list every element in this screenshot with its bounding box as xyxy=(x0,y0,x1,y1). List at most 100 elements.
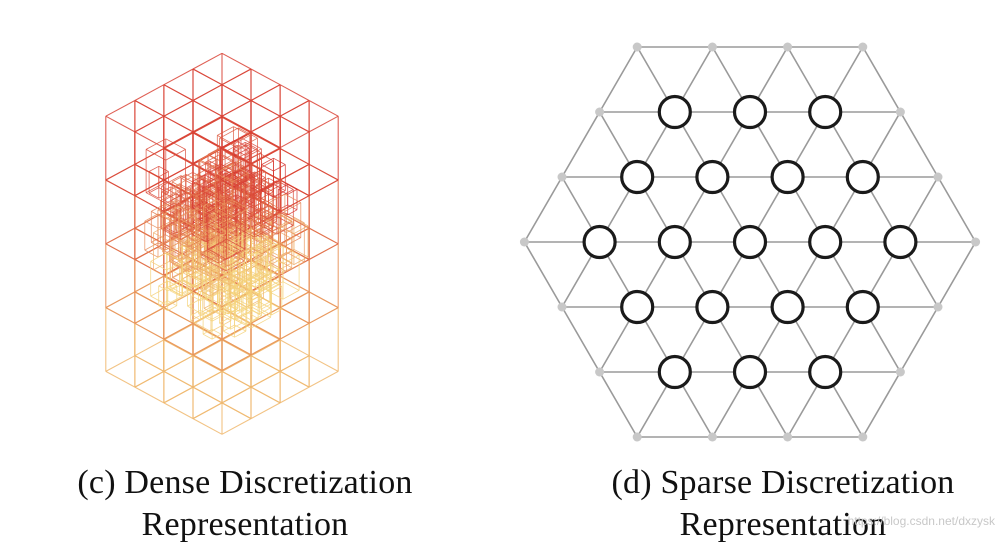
voxel-edge xyxy=(250,370,281,388)
voxel-edge xyxy=(261,183,274,192)
voxel-edge xyxy=(221,418,252,435)
active-node xyxy=(808,354,843,390)
voxel-edge xyxy=(246,297,264,308)
voxel-edge xyxy=(202,293,219,304)
voxel-edge xyxy=(150,252,167,262)
voxel-edge xyxy=(284,237,301,247)
voxel-edge xyxy=(187,297,203,307)
voxel-edge xyxy=(157,237,176,248)
voxel-edge xyxy=(192,307,223,324)
lattice-node xyxy=(933,172,943,182)
voxel-edge xyxy=(279,307,310,324)
voxel-edge xyxy=(178,214,196,225)
voxel-edge xyxy=(163,355,194,372)
voxel-edge xyxy=(157,200,176,211)
voxel-edge xyxy=(252,315,262,321)
voxel-edge xyxy=(170,186,181,193)
voxel-edge xyxy=(182,245,199,255)
voxel-edge xyxy=(205,292,219,300)
voxel-edge xyxy=(217,278,229,285)
voxel-edge xyxy=(268,261,287,272)
voxel-edge xyxy=(105,227,136,245)
voxel-edge xyxy=(261,164,274,172)
voxel-edge xyxy=(308,355,339,372)
voxel-edge xyxy=(282,281,300,291)
lattice-node xyxy=(707,432,717,442)
voxel-edge xyxy=(205,192,220,201)
voxel-edge xyxy=(165,149,186,161)
voxel-edge xyxy=(210,166,221,173)
voxel-edge xyxy=(219,289,229,295)
voxel-edge xyxy=(105,163,136,181)
voxel-edge xyxy=(250,258,261,265)
voxel-edge xyxy=(169,280,183,288)
voxel-edge xyxy=(279,100,310,117)
voxel-edge xyxy=(237,281,252,290)
voxel-edge xyxy=(242,310,253,316)
voxel-edge xyxy=(207,197,227,209)
voxel-edge xyxy=(250,84,281,101)
voxel-edge xyxy=(308,227,339,245)
voxel-edge xyxy=(170,191,181,198)
voxel-edge xyxy=(268,202,286,212)
voxel-edge xyxy=(279,217,295,227)
voxel-edge xyxy=(105,100,136,117)
voxel-edge xyxy=(180,175,201,187)
voxel-edge xyxy=(201,266,211,273)
active-node xyxy=(620,159,655,195)
voxel-edge xyxy=(169,253,183,262)
dense-voxel-grid xyxy=(105,52,339,435)
voxel-edge xyxy=(215,243,228,251)
voxel-edge xyxy=(205,161,220,170)
active-node xyxy=(845,289,880,325)
voxel-edge xyxy=(180,185,201,198)
voxel-edge xyxy=(250,339,281,357)
voxel-edge xyxy=(199,166,211,173)
voxel-edge xyxy=(268,251,287,263)
voxel-edge xyxy=(251,244,271,256)
voxel-edge xyxy=(200,249,210,255)
voxel-edge xyxy=(162,206,180,216)
voxel-edge xyxy=(105,370,136,388)
voxel-edge xyxy=(163,132,194,149)
voxel-edge xyxy=(260,169,282,182)
voxel-edge xyxy=(227,235,240,242)
voxel-edge xyxy=(217,279,228,286)
voxel-edge xyxy=(164,228,175,235)
active-node xyxy=(808,224,843,260)
voxel-edge xyxy=(246,318,259,325)
voxel-edge xyxy=(286,261,305,272)
voxel-edge xyxy=(192,171,205,179)
voxel-edge xyxy=(293,256,309,265)
voxel-edge xyxy=(225,225,246,237)
voxel-edge xyxy=(261,157,274,165)
voxel-edge xyxy=(215,225,228,233)
voxel-edge xyxy=(157,246,176,257)
voxel-edge xyxy=(230,232,247,243)
voxel-edge xyxy=(162,242,180,252)
voxel-edge xyxy=(192,402,223,420)
active-node xyxy=(695,159,730,195)
voxel-edge xyxy=(169,290,180,297)
voxel-edge xyxy=(218,218,238,230)
voxel-edge xyxy=(293,217,309,227)
voxel-edge xyxy=(221,354,252,371)
voxel-edge xyxy=(236,151,250,159)
voxel-edge xyxy=(209,258,223,267)
voxel-edge xyxy=(215,173,233,184)
voxel-edge xyxy=(240,195,254,204)
voxel-edge xyxy=(215,205,228,214)
voxel-edge xyxy=(252,294,262,301)
voxel-edge xyxy=(215,262,227,270)
voxel-edge xyxy=(250,355,281,372)
voxel-edge xyxy=(210,320,232,332)
voxel-edge xyxy=(234,299,247,307)
voxel-edge xyxy=(134,370,165,388)
voxel-edge xyxy=(161,185,182,198)
voxel-edge xyxy=(134,148,165,165)
voxel-edge xyxy=(250,205,261,212)
voxel-edge xyxy=(234,275,243,281)
lattice-edge xyxy=(561,111,601,178)
voxel-edge xyxy=(178,251,196,261)
voxel-edge xyxy=(207,147,221,155)
